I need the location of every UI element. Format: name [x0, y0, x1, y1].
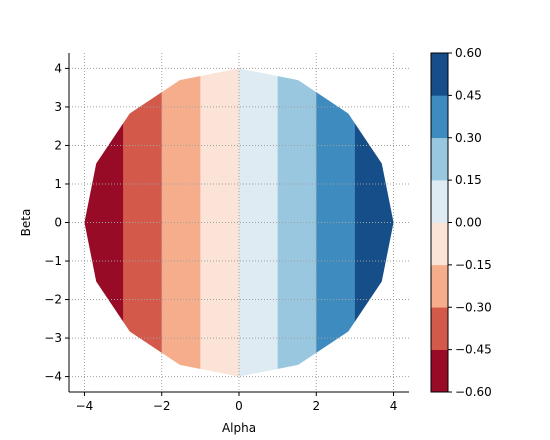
colorbar-swatches — [431, 53, 448, 393]
colorbar-swatch — [431, 95, 448, 139]
y-tick-label: 0 — [54, 216, 62, 230]
colorbar-tick-label: −0.15 — [455, 258, 492, 272]
colorbar-swatch — [431, 137, 448, 181]
x-tick-label: 4 — [390, 399, 398, 413]
x-tick-label: −4 — [76, 399, 94, 413]
y-tick-label: −2 — [44, 293, 62, 307]
colorbar-tick-label: 0.45 — [455, 88, 482, 102]
colorbar-tick-label: −0.45 — [455, 343, 492, 357]
contour-band — [316, 68, 356, 377]
colorbar-swatch — [431, 349, 448, 393]
colorbar-tick-label: 0.30 — [455, 131, 482, 145]
y-tick-label: 3 — [54, 100, 62, 114]
colorbar-swatch — [431, 180, 448, 223]
y-tick-label: −4 — [44, 370, 62, 384]
contour-band — [161, 68, 201, 377]
colorbar-tick-label: −0.60 — [455, 385, 492, 399]
y-tick-label: 1 — [54, 177, 62, 191]
colorbar-tick-label: 0.00 — [455, 216, 482, 230]
colorbar-tick-label: −0.30 — [455, 300, 492, 314]
y-tick-label: −1 — [44, 254, 62, 268]
x-ticks: −4 −2 0 2 4 — [76, 392, 398, 413]
x-axis-title: Alpha — [222, 421, 256, 435]
colorbar-swatch — [431, 222, 448, 266]
x-tick-label: 0 — [235, 399, 243, 413]
plot-area — [69, 53, 409, 392]
colorbar-swatch — [431, 264, 448, 308]
y-tick-label: 2 — [54, 138, 62, 152]
colorbar: 0.60 0.45 0.30 0.15 0.00 −0.15 −0.30 −0.45 −0.60 — [430, 46, 492, 399]
colorbar-ticks: 0.60 0.45 0.30 0.15 0.00 −0.15 −0.30 −0.45 −0.60 — [448, 46, 492, 399]
grid-lines — [69, 53, 409, 392]
x-tick-label: −2 — [153, 399, 171, 413]
colorbar-tick-label: 0.15 — [455, 173, 482, 187]
y-tick-label: −3 — [44, 331, 62, 345]
y-axis-title: Beta — [19, 209, 33, 237]
colorbar-swatch — [431, 307, 448, 350]
y-tick-label: 4 — [54, 61, 62, 75]
colorbar-swatch — [431, 53, 448, 96]
colorbar-tick-label: 0.60 — [455, 46, 482, 60]
y-ticks: −4 −3 −2 −1 0 1 2 3 4 — [44, 61, 69, 384]
x-tick-label: 2 — [312, 399, 320, 413]
axes: −4 −2 0 2 4 −4 −3 −2 −1 0 1 2 3 4 Alpha Beta — [19, 53, 409, 435]
